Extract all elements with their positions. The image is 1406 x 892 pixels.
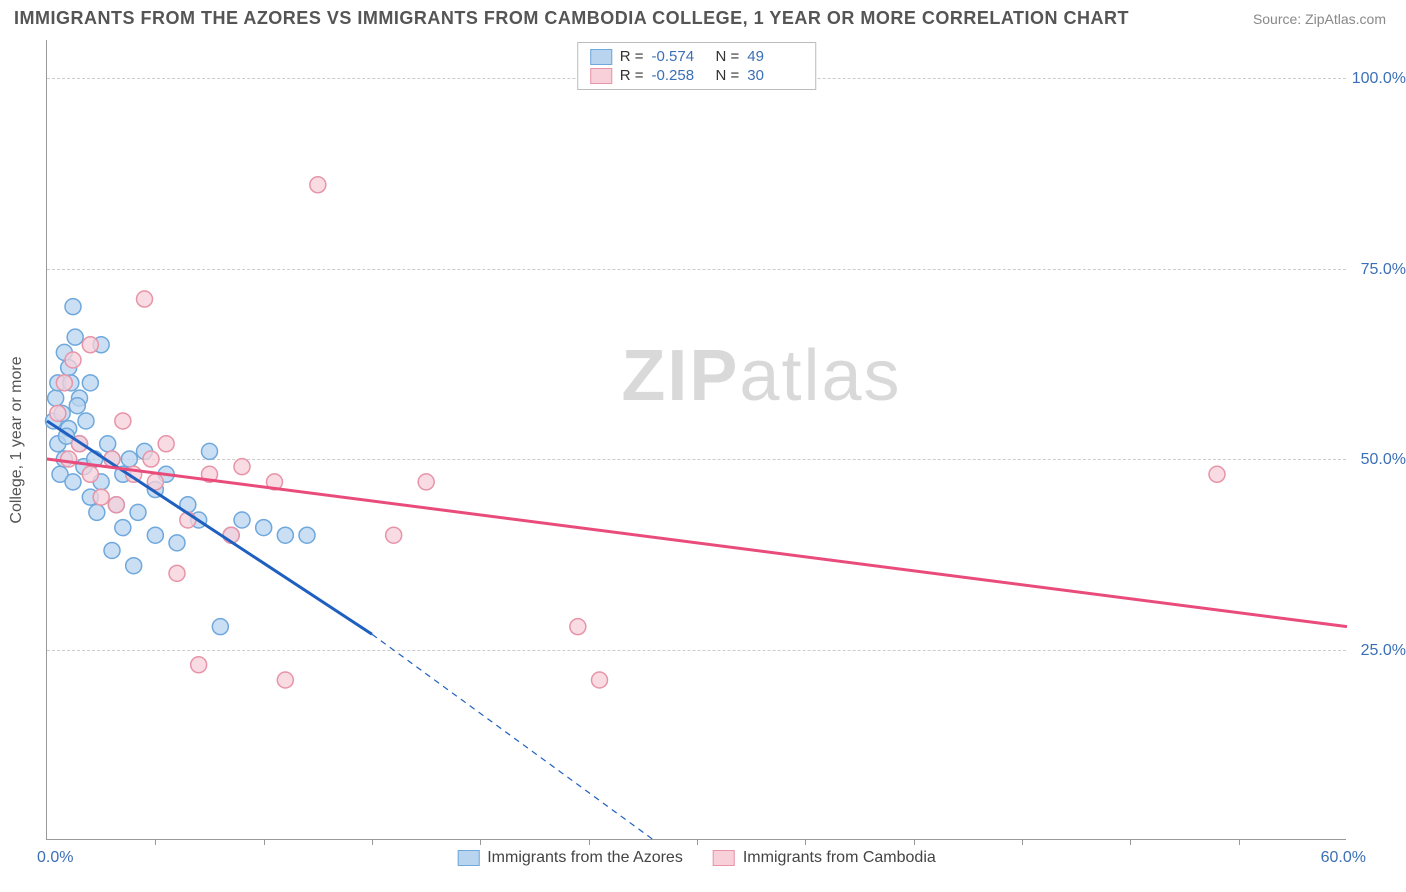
x-tick — [589, 839, 590, 845]
data-point-cambodia — [137, 291, 153, 307]
legend-swatch — [457, 850, 479, 866]
data-point-cambodia — [158, 436, 174, 452]
data-point-cambodia — [386, 527, 402, 543]
chart-area: College, 1 year or more ZIPatlas 25.0%50… — [46, 40, 1346, 840]
legend-label: Immigrants from Cambodia — [743, 849, 936, 867]
x-tick — [372, 839, 373, 845]
legend-series: Immigrants from the Azores Immigrants fro… — [457, 849, 936, 867]
data-point-cambodia — [418, 474, 434, 490]
data-point-azores — [82, 375, 98, 391]
y-tick-label: 75.0% — [1361, 261, 1406, 279]
x-tick — [805, 839, 806, 845]
data-point-azores — [100, 436, 116, 452]
data-point-azores — [147, 527, 163, 543]
r-label: R = — [620, 48, 644, 65]
n-value: 49 — [747, 48, 803, 65]
data-point-azores — [48, 390, 64, 406]
x-tick — [1022, 839, 1023, 845]
data-point-azores — [121, 451, 137, 467]
data-point-cambodia — [234, 459, 250, 475]
data-point-azores — [234, 512, 250, 528]
x-tick — [1130, 839, 1131, 845]
data-point-azores — [69, 398, 85, 414]
data-point-cambodia — [82, 466, 98, 482]
y-tick-label: 100.0% — [1352, 70, 1406, 88]
data-point-azores — [115, 520, 131, 536]
data-point-azores — [65, 474, 81, 490]
data-point-azores — [104, 542, 120, 558]
r-value: -0.258 — [652, 67, 708, 84]
data-point-azores — [299, 527, 315, 543]
data-point-azores — [126, 558, 142, 574]
scatter-plot — [47, 40, 1346, 839]
r-label: R = — [620, 67, 644, 84]
data-point-azores — [89, 504, 105, 520]
data-point-cambodia — [82, 337, 98, 353]
legend-top-row: R = -0.258 N = 30 — [590, 66, 804, 85]
data-point-cambodia — [93, 489, 109, 505]
data-point-cambodia — [143, 451, 159, 467]
data-point-azores — [202, 443, 218, 459]
y-tick-label: 25.0% — [1361, 642, 1406, 660]
data-point-azores — [277, 527, 293, 543]
legend-swatch — [590, 68, 612, 84]
data-point-azores — [67, 329, 83, 345]
x-tick — [697, 839, 698, 845]
source-label: Source: ZipAtlas.com — [1253, 11, 1386, 27]
data-point-cambodia — [191, 657, 207, 673]
r-value: -0.574 — [652, 48, 708, 65]
legend-item: Immigrants from the Azores — [457, 849, 683, 867]
x-axis-max-label: 60.0% — [1321, 849, 1366, 867]
data-point-cambodia — [50, 405, 66, 421]
data-point-azores — [256, 520, 272, 536]
chart-title: IMMIGRANTS FROM THE AZORES VS IMMIGRANTS… — [14, 8, 1129, 29]
x-tick — [155, 839, 156, 845]
data-point-azores — [212, 619, 228, 635]
data-point-cambodia — [56, 375, 72, 391]
data-point-azores — [65, 299, 81, 315]
x-axis-min-label: 0.0% — [37, 849, 73, 867]
data-point-cambodia — [108, 497, 124, 513]
legend-label: Immigrants from the Azores — [487, 849, 683, 867]
data-point-cambodia — [592, 672, 608, 688]
x-tick — [1239, 839, 1240, 845]
x-tick — [264, 839, 265, 845]
n-label: N = — [716, 48, 740, 65]
data-point-cambodia — [570, 619, 586, 635]
n-label: N = — [716, 67, 740, 84]
data-point-cambodia — [1209, 466, 1225, 482]
n-value: 30 — [747, 67, 803, 84]
legend-correlation: R = -0.574 N = 49 R = -0.258 N = 30 — [577, 42, 817, 90]
legend-top-row: R = -0.574 N = 49 — [590, 47, 804, 66]
data-point-cambodia — [65, 352, 81, 368]
y-axis-title: College, 1 year or more — [8, 356, 26, 523]
x-tick — [914, 839, 915, 845]
x-tick — [480, 839, 481, 845]
regression-extension-azores — [372, 634, 654, 840]
data-point-azores — [78, 413, 94, 429]
y-tick-label: 50.0% — [1361, 451, 1406, 469]
data-point-cambodia — [169, 565, 185, 581]
data-point-cambodia — [61, 451, 77, 467]
data-point-cambodia — [310, 177, 326, 193]
legend-swatch — [713, 850, 735, 866]
legend-swatch — [590, 49, 612, 65]
data-point-cambodia — [115, 413, 131, 429]
data-point-azores — [130, 504, 146, 520]
legend-item: Immigrants from Cambodia — [713, 849, 936, 867]
data-point-cambodia — [277, 672, 293, 688]
regression-line-cambodia — [47, 459, 1347, 627]
data-point-azores — [169, 535, 185, 551]
